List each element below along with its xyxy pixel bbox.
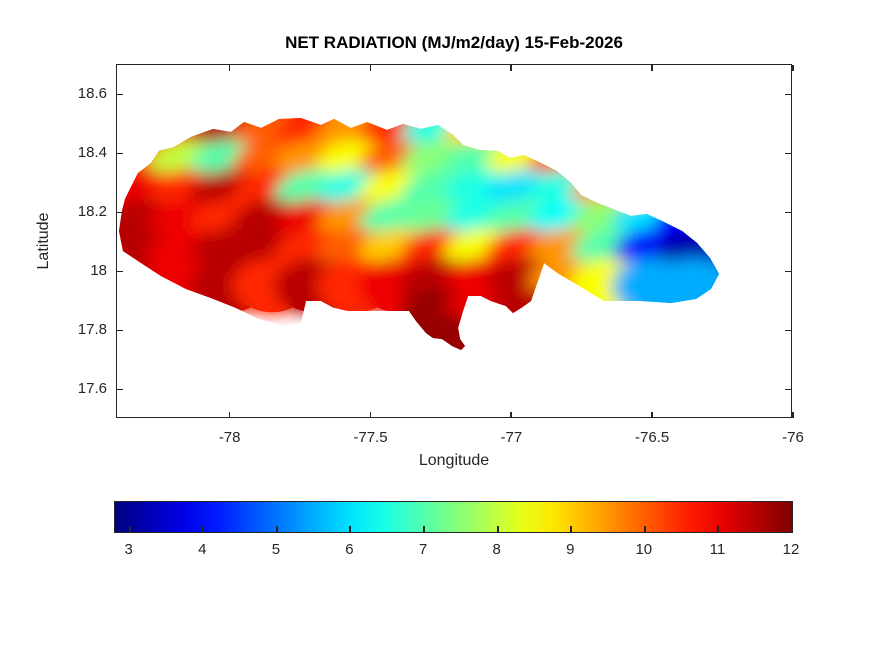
y-tick-mark	[117, 93, 123, 95]
x-tick-mark	[792, 65, 794, 71]
x-tick-mark	[369, 65, 371, 71]
colorbar-tick-mark	[202, 526, 205, 532]
y-tick-mark	[117, 152, 123, 154]
y-tick-mark	[785, 388, 791, 390]
x-tick-label: -77.5	[353, 429, 388, 446]
jamaica-radiation-map	[119, 118, 719, 350]
map-cell	[654, 258, 719, 315]
x-tick-mark	[510, 65, 512, 71]
colorbar-tick-mark	[643, 526, 646, 532]
colorbar-tick-mark	[349, 526, 352, 532]
x-tick-label: -77	[500, 429, 523, 446]
colorbar-tick-mark	[275, 526, 278, 532]
map-cell	[485, 287, 566, 344]
y-tick-mark	[785, 93, 791, 95]
x-tick-mark	[369, 412, 371, 418]
y-tick-label: 17.6	[77, 379, 107, 397]
colorbar-tick-mark	[791, 526, 793, 532]
colorbar-tick-label: 3	[124, 541, 133, 558]
chart-title: NET RADIATION (MJ/m2/day) 15-Feb-2026	[285, 33, 623, 52]
x-tick-mark	[510, 412, 512, 418]
x-axis-label: Longitude	[418, 452, 490, 469]
x-tick-label: -76.5	[635, 429, 670, 446]
map-cell	[400, 311, 481, 350]
x-tick-label: -76	[782, 429, 804, 446]
colorbar-tick-mark	[423, 526, 426, 532]
colorbar-tick-label: 4	[198, 541, 207, 558]
y-tick-mark	[117, 329, 123, 331]
colorbar-tick-label: 12	[782, 541, 800, 558]
colorbar-tick-label: 9	[566, 541, 575, 558]
y-tick-label: 18.6	[77, 84, 107, 102]
colorbar-tick-label: 6	[345, 541, 354, 558]
y-tick-mark	[785, 329, 791, 331]
y-tick-mark	[117, 270, 123, 272]
colorbar-tick-mark	[717, 526, 720, 532]
x-tick-mark	[228, 412, 231, 418]
colorbar	[114, 501, 793, 533]
colorbar-tick-label: 11	[709, 541, 726, 558]
x-tick-mark	[228, 65, 231, 71]
colorbar-tick-label: 8	[492, 541, 501, 558]
colorbar-tick-mark	[496, 526, 499, 532]
plot-area: -78 -77.5 -77 -76.5 -76 18.6 18.4 18.2 18 17.8 17.…	[78, 64, 804, 446]
y-tick-label: 18.2	[77, 202, 107, 220]
y-tick-mark	[785, 152, 791, 154]
colorbar-tick-label: 10	[635, 541, 653, 558]
x-tick-label: -78	[218, 429, 241, 446]
x-tick-mark	[651, 412, 653, 418]
y-tick-mark	[117, 388, 123, 390]
colorbar-tick-mark	[570, 526, 573, 532]
y-tick-mark	[785, 270, 791, 272]
colorbar-tick-label: 7	[418, 541, 428, 558]
y-tick-label: 17.8	[77, 320, 107, 338]
x-tick-mark	[792, 412, 794, 418]
y-tick-mark	[785, 211, 791, 213]
colorbar-tick-label: 5	[271, 541, 281, 558]
x-tick-mark	[651, 65, 653, 71]
y-tick-label: 18	[90, 261, 107, 279]
contour-fill-smooth	[119, 118, 719, 350]
colorbar-tick-mark	[128, 526, 131, 532]
y-tick-label: 18.4	[77, 143, 107, 161]
y-tick-mark	[117, 211, 123, 213]
